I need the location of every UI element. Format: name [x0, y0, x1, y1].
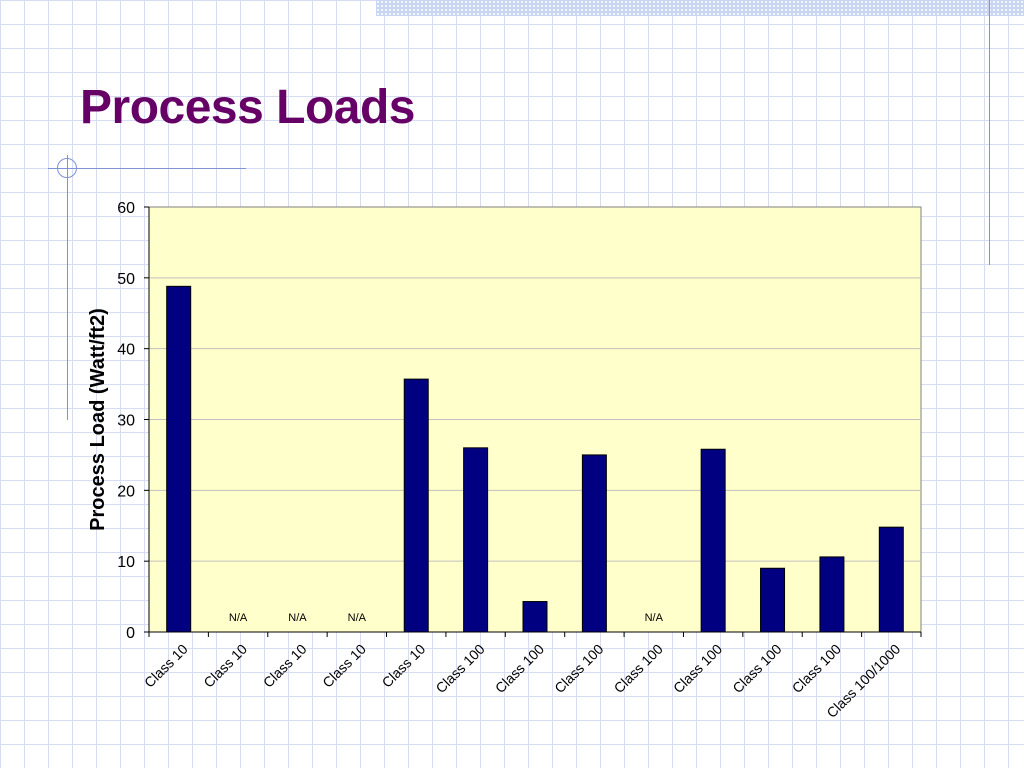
x-tick-label: Class 100: [432, 641, 487, 696]
gridlines: [149, 277, 921, 562]
bar: [463, 447, 489, 633]
x-tick-label: Class 10: [141, 641, 191, 691]
axes: [144, 206, 922, 637]
x-tick-label: Class 10: [200, 641, 250, 691]
data-label: N/A: [348, 612, 367, 624]
bar: [760, 567, 786, 633]
y-tick-label: 0: [126, 625, 135, 642]
bar: [581, 454, 607, 633]
y-tick-labels: 0 10 20 30 40 50 60: [117, 200, 135, 642]
data-label: N/A: [645, 612, 664, 624]
bar: [878, 526, 904, 633]
x-tick-label: Class 100: [670, 641, 725, 696]
x-tick-label: Class 100: [729, 641, 784, 696]
data-label: N/A: [288, 612, 307, 624]
top-decor-band: [376, 0, 1024, 16]
data-labels: N/A N/A N/A N/A: [229, 612, 664, 624]
x-tick-label: Class 100: [789, 641, 844, 696]
slide-title: Process Loads: [80, 81, 415, 134]
y-tick-label: 20: [117, 483, 135, 500]
bar: [819, 556, 845, 633]
bar: [700, 448, 726, 633]
x-tick-label: Class 100: [551, 641, 606, 696]
x-tick-label: Class 10: [379, 641, 429, 691]
bar: [403, 378, 429, 633]
x-tick-label: Class 10: [260, 641, 310, 691]
title-underline-decor: [48, 168, 246, 169]
left-decor-line: [67, 155, 68, 420]
x-tick-label: Class 100: [492, 641, 547, 696]
bar-series: [166, 285, 904, 633]
right-decor-line: [989, 0, 990, 265]
y-tick-label: 50: [117, 271, 135, 288]
y-tick-label: 30: [117, 413, 135, 430]
circle-decor-icon: [57, 158, 77, 178]
x-tick-label: Class 10: [319, 641, 369, 691]
y-tick-label: 10: [117, 554, 135, 571]
bar: [166, 285, 192, 633]
x-tick-label: Class 100: [611, 641, 666, 696]
y-tick-label: 40: [117, 342, 135, 359]
y-tick-label: 60: [117, 200, 135, 217]
data-label: N/A: [229, 612, 248, 624]
x-tick-labels: Class 10 Class 10 Class 10 Class 10 Class 10…: [141, 641, 904, 721]
bar: [522, 601, 548, 633]
y-axis-label: Process Load (Watt/ft2): [87, 308, 109, 531]
